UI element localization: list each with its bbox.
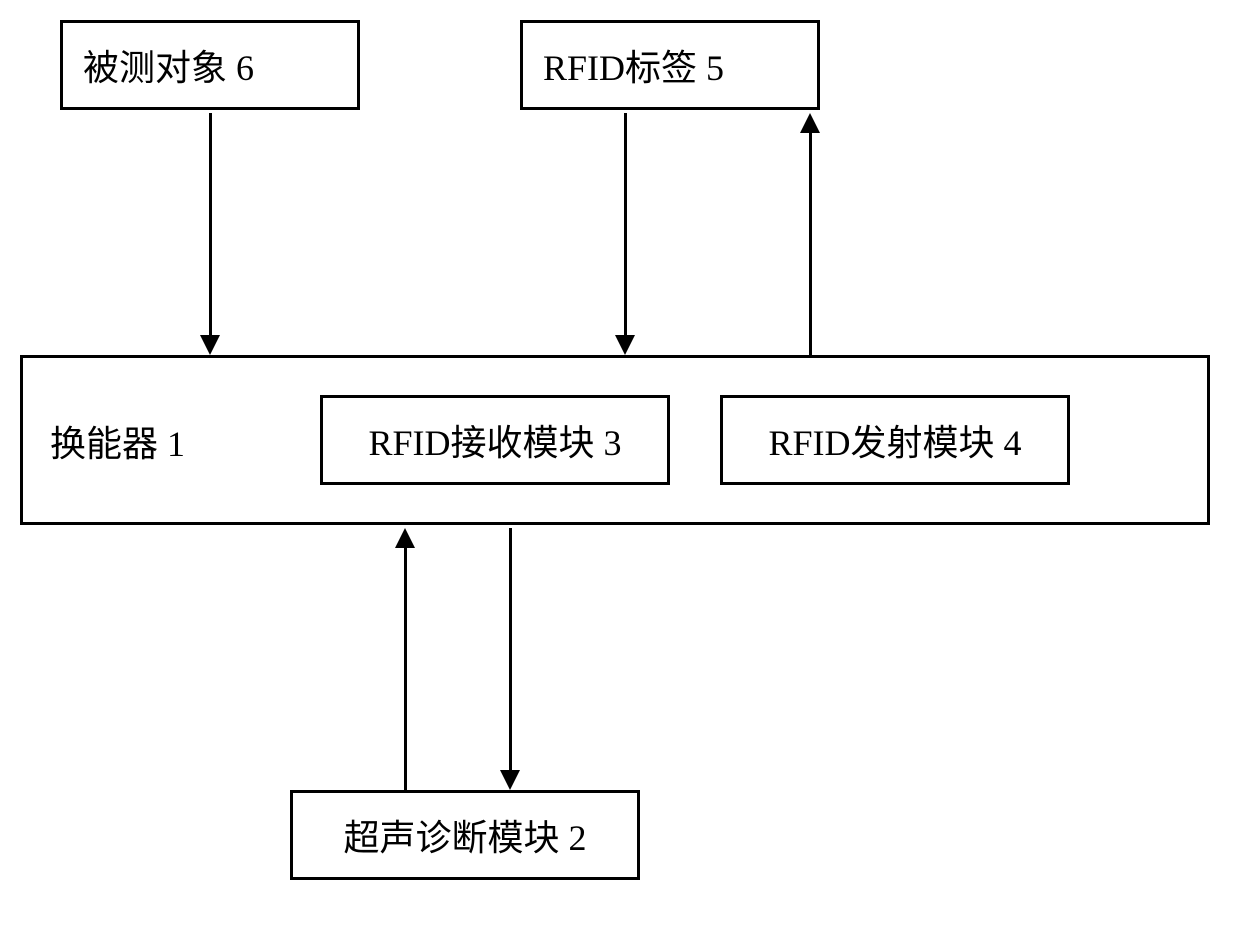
arrow-4-line [404,545,407,790]
node-tested-object-label: 被测对象 6 [83,39,254,91]
node-rfid-tag: RFID标签 5 [520,20,820,110]
arrow-3-line [809,130,812,355]
arrow-5-line [509,528,512,773]
node-transducer-label: 换能器 1 [50,415,185,467]
node-rfid-receiver-label: RFID接收模块 3 [368,414,621,466]
node-ultrasound-module: 超声诊断模块 2 [290,790,640,880]
node-rfid-tag-label: RFID标签 5 [543,39,724,91]
node-rfid-transmitter-label: RFID发射模块 4 [768,414,1021,466]
arrow-1-head [200,335,220,355]
arrow-5-head [500,770,520,790]
arrow-1-line [209,113,212,338]
node-ultrasound-module-label: 超声诊断模块 2 [343,809,586,861]
arrow-2-head [615,335,635,355]
arrow-4-head [395,528,415,548]
node-rfid-receiver: RFID接收模块 3 [320,395,670,485]
node-tested-object: 被测对象 6 [60,20,360,110]
arrow-2-line [624,113,627,338]
node-rfid-transmitter: RFID发射模块 4 [720,395,1070,485]
arrow-3-head [800,113,820,133]
